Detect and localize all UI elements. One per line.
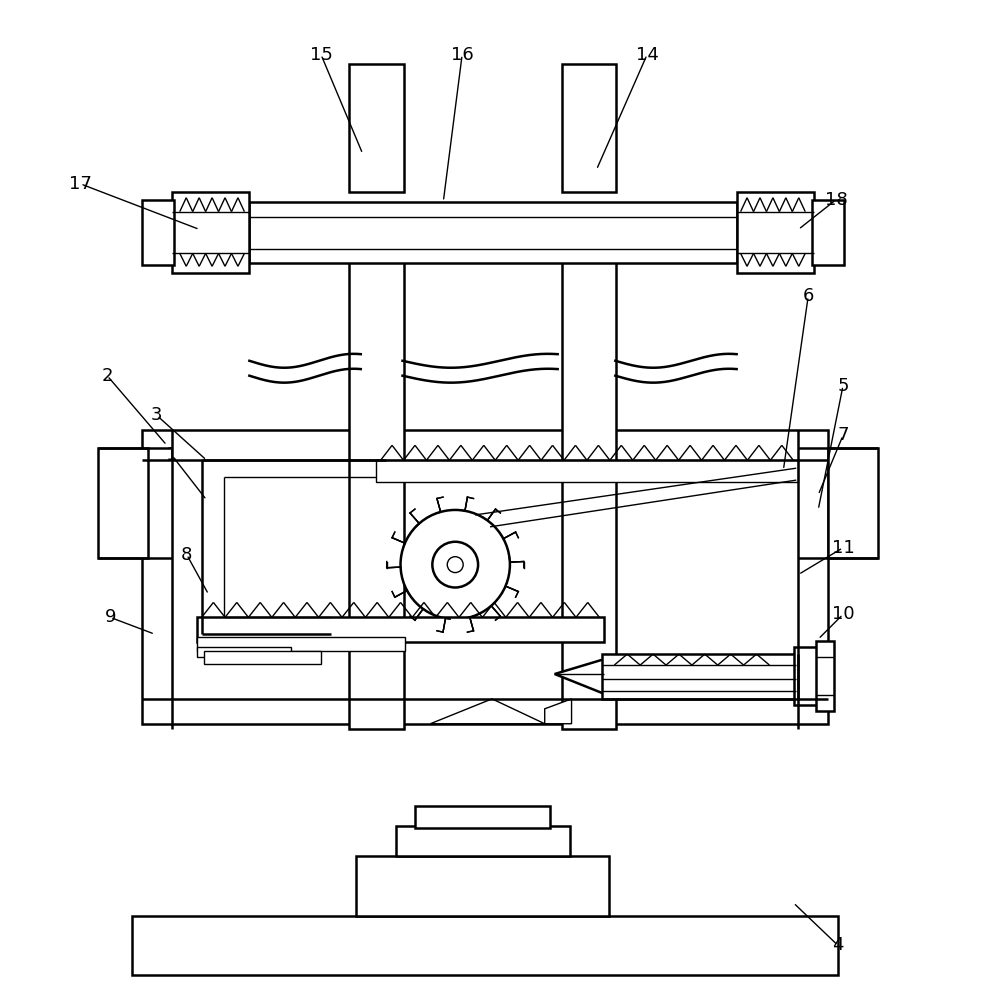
- Text: 17: 17: [69, 175, 92, 193]
- Bar: [348, 261, 403, 729]
- Bar: [736, 192, 813, 273]
- Text: 14: 14: [635, 46, 658, 64]
- Bar: [376, 460, 798, 482]
- Bar: [172, 192, 249, 273]
- Bar: [415, 806, 549, 828]
- Bar: [827, 448, 877, 558]
- Bar: [196, 617, 603, 642]
- Polygon shape: [544, 699, 571, 724]
- Bar: [811, 200, 843, 265]
- Text: 7: 7: [836, 426, 848, 444]
- Text: 1: 1: [166, 446, 177, 464]
- Bar: [794, 647, 817, 705]
- Bar: [395, 826, 569, 856]
- Circle shape: [432, 542, 477, 588]
- Text: 10: 10: [831, 605, 854, 623]
- Bar: [203, 651, 320, 664]
- Polygon shape: [430, 699, 544, 724]
- Bar: [355, 856, 608, 916]
- Bar: [196, 637, 405, 651]
- Bar: [142, 430, 827, 724]
- Bar: [601, 654, 796, 699]
- Text: 2: 2: [102, 367, 112, 385]
- Bar: [196, 647, 291, 657]
- Text: 15: 15: [310, 46, 332, 64]
- Bar: [561, 64, 615, 192]
- Circle shape: [400, 510, 510, 619]
- Bar: [132, 916, 837, 975]
- Text: 6: 6: [802, 287, 813, 305]
- Text: 9: 9: [105, 608, 115, 626]
- Bar: [348, 64, 403, 192]
- Circle shape: [447, 557, 462, 573]
- Text: 3: 3: [151, 406, 163, 424]
- Text: 4: 4: [831, 936, 843, 954]
- Bar: [99, 448, 148, 558]
- Bar: [815, 641, 833, 711]
- Text: 8: 8: [180, 546, 192, 564]
- Text: 11: 11: [831, 539, 854, 557]
- Bar: [249, 202, 736, 263]
- Text: 18: 18: [824, 191, 847, 209]
- Polygon shape: [554, 659, 603, 694]
- Text: 5: 5: [836, 377, 848, 395]
- Bar: [561, 261, 615, 729]
- Bar: [142, 200, 174, 265]
- Text: 16: 16: [451, 46, 473, 64]
